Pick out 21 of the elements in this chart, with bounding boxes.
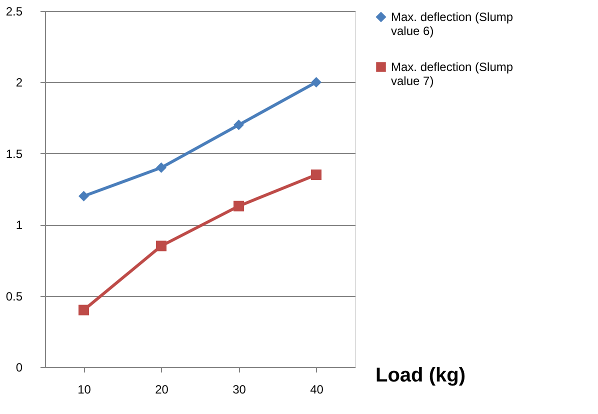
y-tick-label: 2 [16, 76, 23, 90]
legend-label: Max. deflection (Slump value 7) [391, 60, 514, 88]
y-tick-label: 1.5 [6, 146, 23, 161]
point [156, 240, 166, 252]
point [156, 162, 166, 173]
y-tick-label: 0.5 [6, 289, 23, 304]
x-tick-label: 40 [310, 382, 324, 396]
x-tick-label: 10 [78, 382, 92, 396]
point [78, 304, 89, 316]
point [311, 76, 322, 88]
point [311, 170, 322, 180]
legend-label: Max. deflection (Slump value 6) [391, 10, 514, 38]
y-tick-label: 1 [16, 218, 23, 232]
x-tick-label: 20 [155, 382, 169, 396]
x-axis-title: Load (kg) [376, 364, 466, 386]
y-tick-label: 0 [16, 360, 23, 374]
x-tick-label: 30 [232, 382, 246, 396]
point [78, 190, 89, 202]
y-tick-label: 2.5 [6, 4, 23, 18]
point [234, 120, 244, 130]
point [234, 200, 244, 212]
